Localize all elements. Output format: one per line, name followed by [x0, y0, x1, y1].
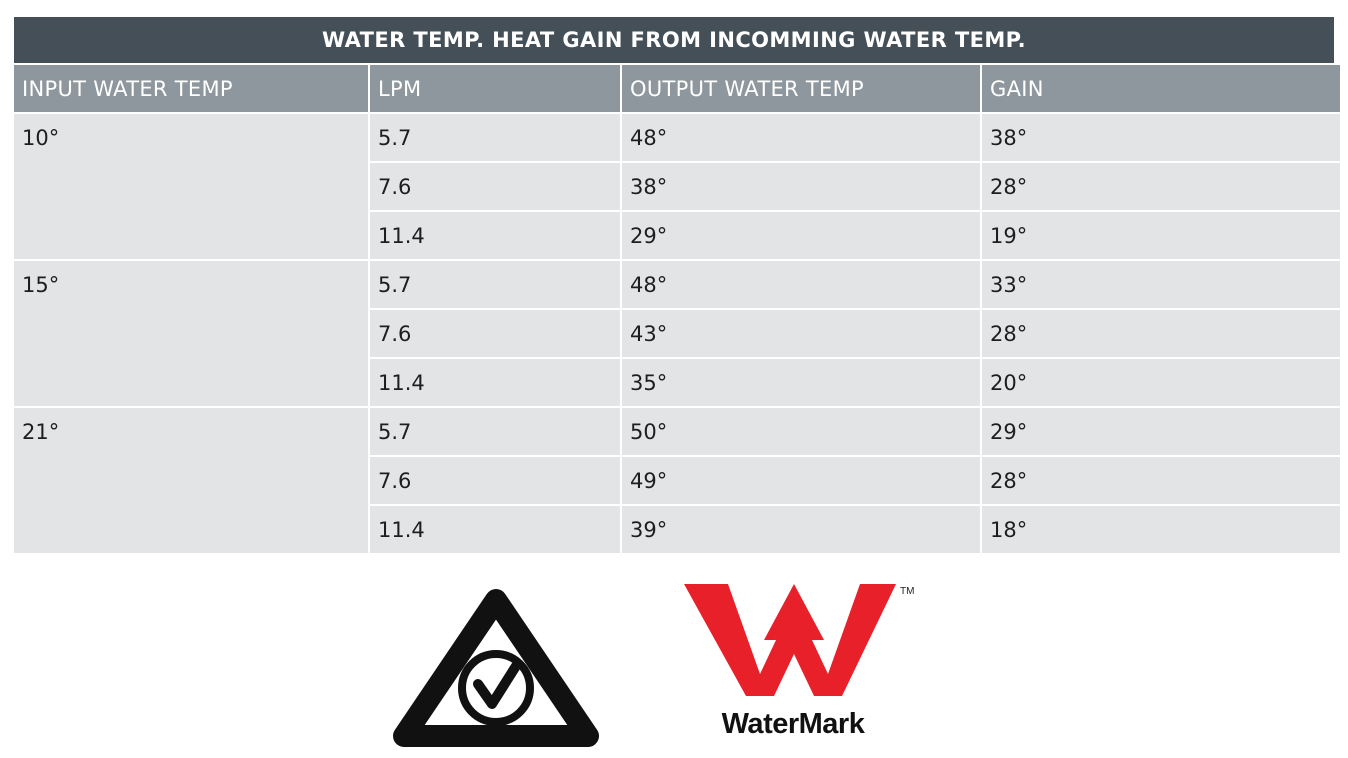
input-temp-cell: 15° — [14, 261, 368, 406]
lpm-cell: 7.6 — [370, 310, 620, 357]
gain-cell: 28° — [982, 163, 1340, 210]
lpm-cell: 7.6 — [370, 457, 620, 504]
lpm-cell: 5.7 — [370, 408, 620, 455]
lpm-cell: 11.4 — [370, 506, 620, 553]
output-temp-cell: 35° — [622, 359, 980, 406]
lpm-cell: 11.4 — [370, 212, 620, 259]
table-title: WATER TEMP. HEAT GAIN FROM INCOMMING WAT… — [14, 17, 1334, 63]
gain-cell: 38° — [982, 114, 1340, 161]
header-gain: GAIN — [982, 65, 1340, 112]
gain-cell: 19° — [982, 212, 1340, 259]
lpm-cell: 11.4 — [370, 359, 620, 406]
gain-cell: 28° — [982, 310, 1340, 357]
lpm-cell: 5.7 — [370, 114, 620, 161]
output-temp-cell: 39° — [622, 506, 980, 553]
rcm-compliance-icon — [392, 588, 600, 748]
gain-cell: 28° — [982, 457, 1340, 504]
gain-cell: 33° — [982, 261, 1340, 308]
output-temp-cell: 43° — [622, 310, 980, 357]
output-temp-cell: 38° — [622, 163, 980, 210]
output-temp-cell: 49° — [622, 457, 980, 504]
input-temp-cell: 10° — [14, 114, 368, 259]
table-grid: INPUT WATER TEMP LPM OUTPUT WATER TEMP G… — [14, 65, 1340, 553]
lpm-cell: 7.6 — [370, 163, 620, 210]
input-temp-cell: 21° — [14, 408, 368, 553]
watermark-logo: TM WaterMark — [684, 580, 916, 756]
header-input-water-temp: INPUT WATER TEMP — [14, 65, 368, 112]
trademark-mark: TM — [900, 586, 914, 597]
output-temp-cell: 48° — [622, 114, 980, 161]
header-output-water-temp: OUTPUT WATER TEMP — [622, 65, 980, 112]
output-temp-cell: 29° — [622, 212, 980, 259]
watermark-w-icon: TM — [684, 584, 914, 696]
gain-cell: 20° — [982, 359, 1340, 406]
gain-cell: 18° — [982, 506, 1340, 553]
gain-cell: 29° — [982, 408, 1340, 455]
output-temp-cell: 48° — [622, 261, 980, 308]
certification-logos: TM WaterMark — [0, 570, 1348, 758]
output-temp-cell: 50° — [622, 408, 980, 455]
watermark-text: WaterMark — [721, 708, 865, 740]
header-lpm: LPM — [370, 65, 620, 112]
heat-gain-table: WATER TEMP. HEAT GAIN FROM INCOMMING WAT… — [14, 17, 1340, 553]
lpm-cell: 5.7 — [370, 261, 620, 308]
